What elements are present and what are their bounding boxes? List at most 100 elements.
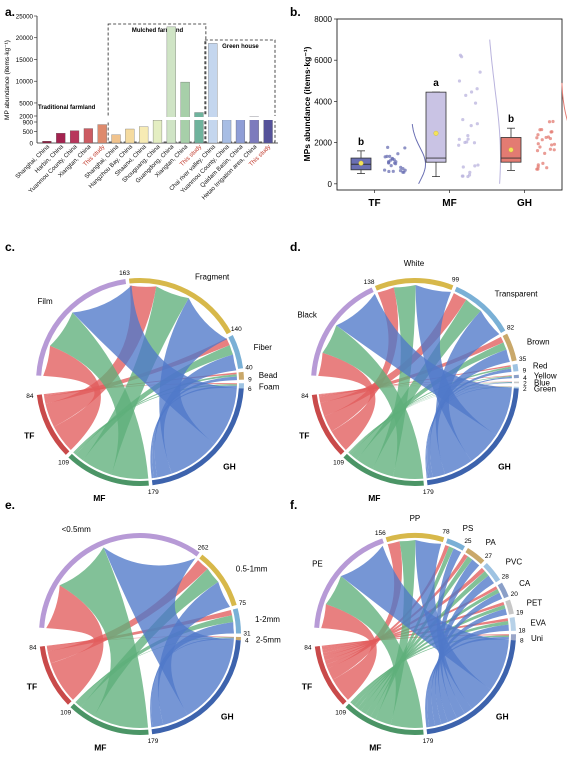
data-point <box>383 168 387 172</box>
ribbon <box>80 568 219 717</box>
source-label: GH <box>221 711 234 721</box>
data-point <box>547 120 552 124</box>
ribbon <box>43 372 237 397</box>
group-label: Green house <box>222 44 259 50</box>
data-point <box>552 148 556 152</box>
arc-tick-label: 28 <box>502 573 510 580</box>
ribbon <box>439 559 480 719</box>
arc-tick-label: 6 <box>248 386 252 393</box>
target-label: CA <box>519 579 531 588</box>
source-arc <box>314 646 347 705</box>
source-label: TF <box>27 681 37 691</box>
source-label: MF <box>368 493 380 503</box>
ribbon <box>46 585 104 700</box>
target-arc <box>513 381 519 384</box>
ribbon <box>372 285 416 477</box>
panel-label: b. <box>290 5 301 19</box>
target-label: PS <box>463 524 474 533</box>
panel-d: d. Black 138 White 99 Transparent 82 Brown 35 Red… <box>290 240 557 503</box>
arc-tick-label: 179 <box>423 738 434 745</box>
target-label: Foam <box>259 382 280 391</box>
arc-tick-label: 140 <box>231 326 242 333</box>
arc-tick-label: 4 <box>245 638 249 645</box>
axis-break-overlay <box>38 117 277 120</box>
arc-tick-label: 84 <box>301 393 309 400</box>
ribbon <box>365 556 473 717</box>
data-point <box>541 161 545 165</box>
data-point <box>540 138 544 142</box>
arc-tick-label: 109 <box>60 709 71 716</box>
data-point <box>464 93 468 97</box>
arc-tick-label: 19 <box>516 609 524 616</box>
source-label: GH <box>496 711 509 721</box>
target-arc <box>232 608 241 634</box>
y-tick-label: 6000 <box>314 56 332 65</box>
data-point <box>535 136 539 140</box>
y-axis-label: MPs abundance (items·kg⁻¹) <box>302 46 312 161</box>
data-point <box>548 147 552 151</box>
ribbon <box>435 592 503 725</box>
source-arc <box>426 388 519 486</box>
arc-tick-label: 2 <box>523 386 527 393</box>
bar <box>152 120 163 144</box>
target-label: Fragment <box>195 272 230 281</box>
ribbon <box>415 540 491 709</box>
group-box <box>107 23 207 143</box>
data-point <box>461 174 465 178</box>
arc-tick-label: 156 <box>375 530 386 537</box>
target-label: Film <box>38 297 53 306</box>
data-point <box>468 170 472 174</box>
y-tick-label: 8000 <box>314 15 332 24</box>
data-point <box>389 164 393 168</box>
y-tick-label: 2000 <box>314 139 332 148</box>
data-point <box>402 170 406 174</box>
ribbon <box>322 602 505 653</box>
ribbon <box>321 604 377 700</box>
data-point <box>475 87 479 91</box>
data-point <box>536 163 540 167</box>
y-tick-label: 20000 <box>16 35 34 42</box>
target-label: Black <box>297 311 318 320</box>
target-arc <box>513 374 519 379</box>
data-point <box>390 156 394 161</box>
bar <box>180 81 190 144</box>
mean-marker <box>508 147 514 153</box>
y-tick-label: 15000 <box>16 57 34 64</box>
data-point <box>457 143 461 147</box>
arc-tick-label: 84 <box>29 645 37 652</box>
source-arc <box>151 640 241 735</box>
panel-label: c. <box>5 240 15 254</box>
target-label: 1-2mm <box>255 615 280 624</box>
source-label: MF <box>369 742 381 752</box>
source-arc <box>151 388 244 486</box>
arc-tick-label: 84 <box>304 645 312 652</box>
source-label: MF <box>93 493 105 503</box>
density-curve <box>411 124 427 185</box>
target-arc <box>238 371 244 380</box>
y-tick-label: 900 <box>23 120 34 127</box>
arc-tick-label: 138 <box>364 279 375 286</box>
ribbon <box>375 540 416 725</box>
ribbon <box>318 352 376 450</box>
data-point <box>401 166 405 171</box>
arc-tick-label: 18 <box>518 628 526 635</box>
bar <box>194 112 204 144</box>
target-arc <box>505 599 514 615</box>
arc-tick-label: 179 <box>423 489 434 496</box>
ribbon <box>427 368 512 478</box>
target-label: Uni <box>531 634 543 643</box>
source-label: MF <box>94 742 106 752</box>
arc-tick-label: 78 <box>442 529 450 536</box>
data-point <box>551 119 555 124</box>
arc-tick-label: 4 <box>523 375 527 382</box>
data-point <box>388 154 392 158</box>
source-arc <box>343 453 424 487</box>
data-point <box>466 133 470 138</box>
bar <box>139 126 149 144</box>
ribbon <box>151 622 234 728</box>
x-tick-label: TF <box>368 198 380 209</box>
arc-tick-label: 25 <box>464 538 472 545</box>
target-arc <box>513 386 519 389</box>
ribbon <box>435 310 500 475</box>
